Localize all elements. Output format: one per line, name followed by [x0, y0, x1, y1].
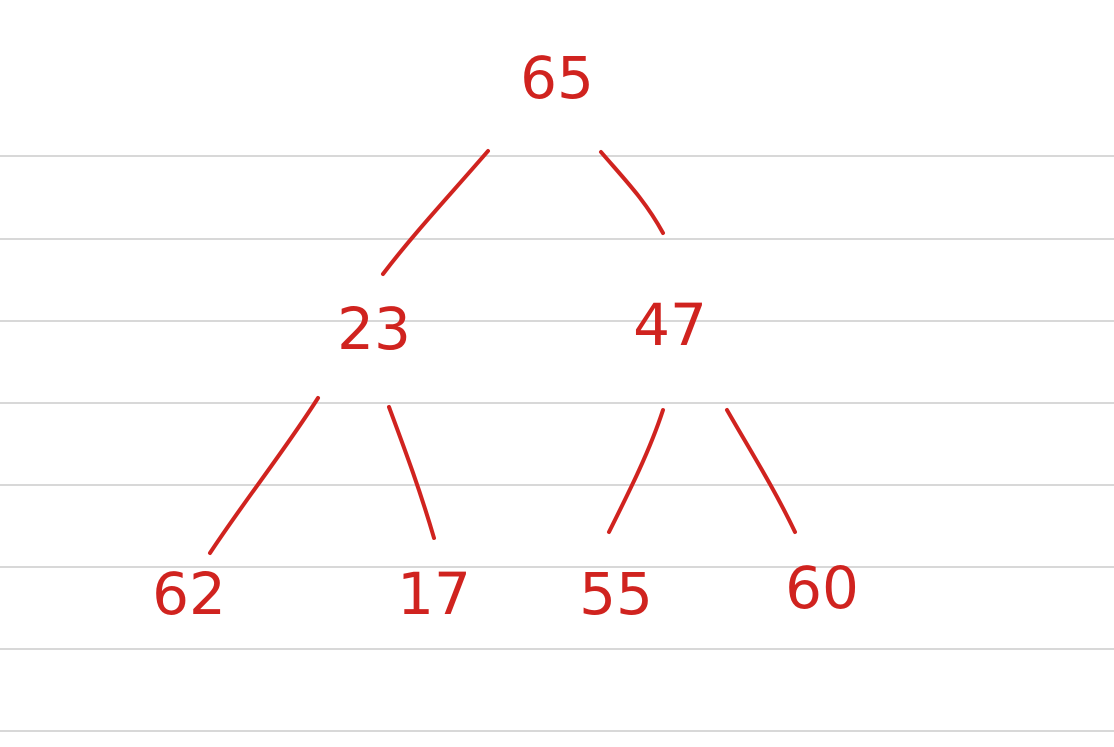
node-leaf: 62 [152, 560, 226, 628]
node-leaf: 17 [397, 560, 471, 628]
node-root: 65 [520, 44, 594, 112]
ruled-paper-lines [0, 155, 1114, 732]
node-right-child: 47 [633, 291, 707, 359]
tree-nodes: 65 23 47 62 17 55 60 [152, 44, 859, 628]
tree-edges [208, 149, 797, 555]
edge-65-47 [599, 150, 665, 235]
edge-65-23 [381, 149, 490, 276]
edge-23-17 [387, 405, 436, 540]
edge-23-62 [208, 396, 320, 555]
edge-47-60 [725, 408, 797, 534]
node-left-child: 23 [337, 295, 411, 363]
edge-47-55 [607, 408, 665, 534]
node-leaf: 60 [785, 554, 859, 622]
node-leaf: 55 [579, 560, 653, 628]
